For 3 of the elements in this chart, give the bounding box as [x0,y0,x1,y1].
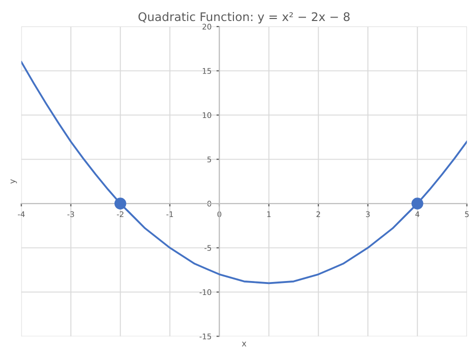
x-axis-title: x [242,342,246,346]
chart-title: Quadratic Function: y = x² − 2x − 8 [138,12,350,24]
y-axis-title: y [10,179,17,184]
